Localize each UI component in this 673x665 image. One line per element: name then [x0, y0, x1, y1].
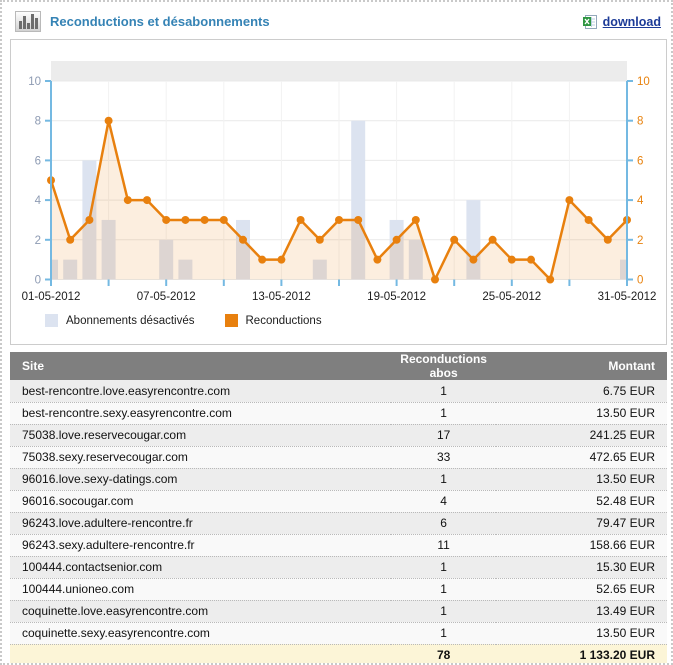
site-cell: coquinette.love.easyrencontre.com — [10, 600, 392, 623]
montant-cell: 79.47 EUR — [496, 512, 667, 535]
abos-cell: 33 — [391, 446, 497, 469]
abos-cell: 6 — [391, 512, 497, 535]
table-row: best-rencontre.sexy.easyrencontre.com 1 13… — [10, 402, 667, 425]
svg-text:8: 8 — [637, 116, 643, 128]
total-abos-cell: 78 — [391, 644, 497, 663]
legend-label: Abonnements désactivés — [66, 314, 195, 327]
abos-cell: 1 — [391, 402, 497, 425]
abos-cell: 1 — [391, 468, 497, 491]
table-total-row: 78 1 133.20 EUR — [10, 644, 667, 663]
montant-cell: 158.66 EUR — [496, 534, 667, 557]
montant-cell: 13.50 EUR — [496, 622, 667, 645]
svg-text:6: 6 — [637, 155, 643, 167]
chart-svg: 0 0 2 2 4 4 6 6 8 8 10 10 01-05-2012 07-05-2012 13-05-… — [22, 61, 657, 303]
table-row: 75038.sexy.reservecougar.com 33 472.65 EUR — [10, 446, 667, 469]
abos-cell: 1 — [391, 600, 497, 623]
svg-text:25-05-2012: 25-05-2012 — [482, 291, 541, 303]
plot-top-strip — [51, 61, 627, 81]
montant-cell: 52.48 EUR — [496, 490, 667, 513]
table-row: 96243.love.adultere-rencontre.fr 6 79.47 E… — [10, 512, 667, 535]
svg-text:6: 6 — [35, 155, 41, 167]
site-cell: coquinette.sexy.easyrencontre.com — [10, 622, 392, 645]
site-cell: 100444.contactsenior.com — [10, 556, 392, 579]
table-row: coquinette.sexy.easyrencontre.com 1 13.50 … — [10, 622, 667, 645]
table-row: 96016.love.sexy-datings.com 1 13.50 EUR — [10, 468, 667, 491]
abos-cell: 1 — [391, 556, 497, 579]
montant-cell: 13.50 EUR — [496, 402, 667, 425]
bar-chart-icon — [15, 11, 41, 32]
montant-cell: 13.49 EUR — [496, 600, 667, 623]
svg-text:19-05-2012: 19-05-2012 — [367, 291, 426, 303]
chart-legend: Abonnements désactivés Reconductions — [45, 314, 666, 327]
svg-text:01-05-2012: 01-05-2012 — [22, 291, 81, 303]
table-header-row: Site Reconductions abos Montant — [10, 352, 667, 380]
montant-cell: 241.25 EUR — [496, 424, 667, 447]
svg-text:0: 0 — [35, 275, 41, 287]
site-cell: best-rencontre.sexy.easyrencontre.com — [10, 402, 392, 425]
svg-text:4: 4 — [35, 195, 42, 207]
sites-table: Site Reconductions abos Montant best-ren… — [10, 352, 667, 663]
svg-text:31-05-2012: 31-05-2012 — [598, 291, 657, 303]
montant-cell: 15.30 EUR — [496, 556, 667, 579]
montant-cell: 13.50 EUR — [496, 468, 667, 491]
renewals-chart: 0 0 2 2 4 4 6 6 8 8 10 10 01-05-2012 07-05-2012 13-05-… — [11, 40, 666, 310]
table-row: 75038.love.reservecougar.com 17 241.25 EUR — [10, 424, 667, 447]
abos-cell: 11 — [391, 534, 497, 557]
svg-text:10: 10 — [637, 76, 650, 88]
svg-text:4: 4 — [637, 195, 644, 207]
montant-cell: 52.65 EUR — [496, 578, 667, 601]
column-header-abos: Reconductions abos — [391, 352, 497, 380]
total-empty-cell — [10, 644, 392, 663]
svg-text:07-05-2012: 07-05-2012 — [137, 291, 196, 303]
legend-label: Reconductions — [245, 314, 322, 327]
svg-text:2: 2 — [637, 235, 643, 247]
table-row: coquinette.love.easyrencontre.com 1 13.49 … — [10, 600, 667, 623]
site-cell: 96243.love.adultere-rencontre.fr — [10, 512, 392, 535]
site-cell: 96243.sexy.adultere-rencontre.fr — [10, 534, 392, 557]
chart-panel: 0 0 2 2 4 4 6 6 8 8 10 10 01-05-2012 07-05-2012 13-05-… — [10, 39, 667, 345]
montant-cell: 6.75 EUR — [496, 380, 667, 403]
table-row: 100444.unioneo.com 1 52.65 EUR — [10, 578, 667, 601]
site-cell: 75038.love.reservecougar.com — [10, 424, 392, 447]
svg-text:8: 8 — [35, 116, 41, 128]
table-row: 100444.contactsenior.com 1 15.30 EUR — [10, 556, 667, 579]
table-row: 96016.socougar.com 4 52.48 EUR — [10, 490, 667, 513]
site-cell: 96016.socougar.com — [10, 490, 392, 513]
page-title: Reconductions et désabonnements — [50, 14, 270, 29]
abos-cell: 1 — [391, 578, 497, 601]
site-cell: best-rencontre.love.easyrencontre.com — [10, 380, 392, 403]
site-cell: 100444.unioneo.com — [10, 578, 392, 601]
panel-header: Reconductions et désabonnements download — [2, 2, 671, 39]
svg-text:13-05-2012: 13-05-2012 — [252, 291, 311, 303]
sites-table-wrap: Site Reconductions abos Montant best-ren… — [10, 352, 667, 663]
column-header-montant: Montant — [496, 352, 667, 380]
download-link[interactable]: download — [602, 14, 661, 29]
abos-cell: 17 — [391, 424, 497, 447]
svg-text:0: 0 — [637, 275, 643, 287]
table-row: 96243.sexy.adultere-rencontre.fr 11 158.66… — [10, 534, 667, 557]
legend-swatch-disabled-subscriptions — [45, 314, 58, 327]
abos-cell: 1 — [391, 380, 497, 403]
svg-text:10: 10 — [28, 76, 41, 88]
site-cell: 96016.love.sexy-datings.com — [10, 468, 392, 491]
legend-swatch-renewals — [224, 314, 238, 327]
line-area-fill — [51, 120, 627, 280]
table-row: best-rencontre.love.easyrencontre.com 1 6.… — [10, 380, 667, 403]
abos-cell: 1 — [391, 622, 497, 645]
abos-cell: 4 — [391, 490, 497, 513]
column-header-site: Site — [10, 352, 392, 380]
total-montant-cell: 1 133.20 EUR — [496, 644, 667, 663]
svg-text:2: 2 — [35, 235, 41, 247]
montant-cell: 472.65 EUR — [496, 446, 667, 469]
excel-icon[interactable] — [582, 14, 598, 30]
site-cell: 75038.sexy.reservecougar.com — [10, 446, 392, 469]
